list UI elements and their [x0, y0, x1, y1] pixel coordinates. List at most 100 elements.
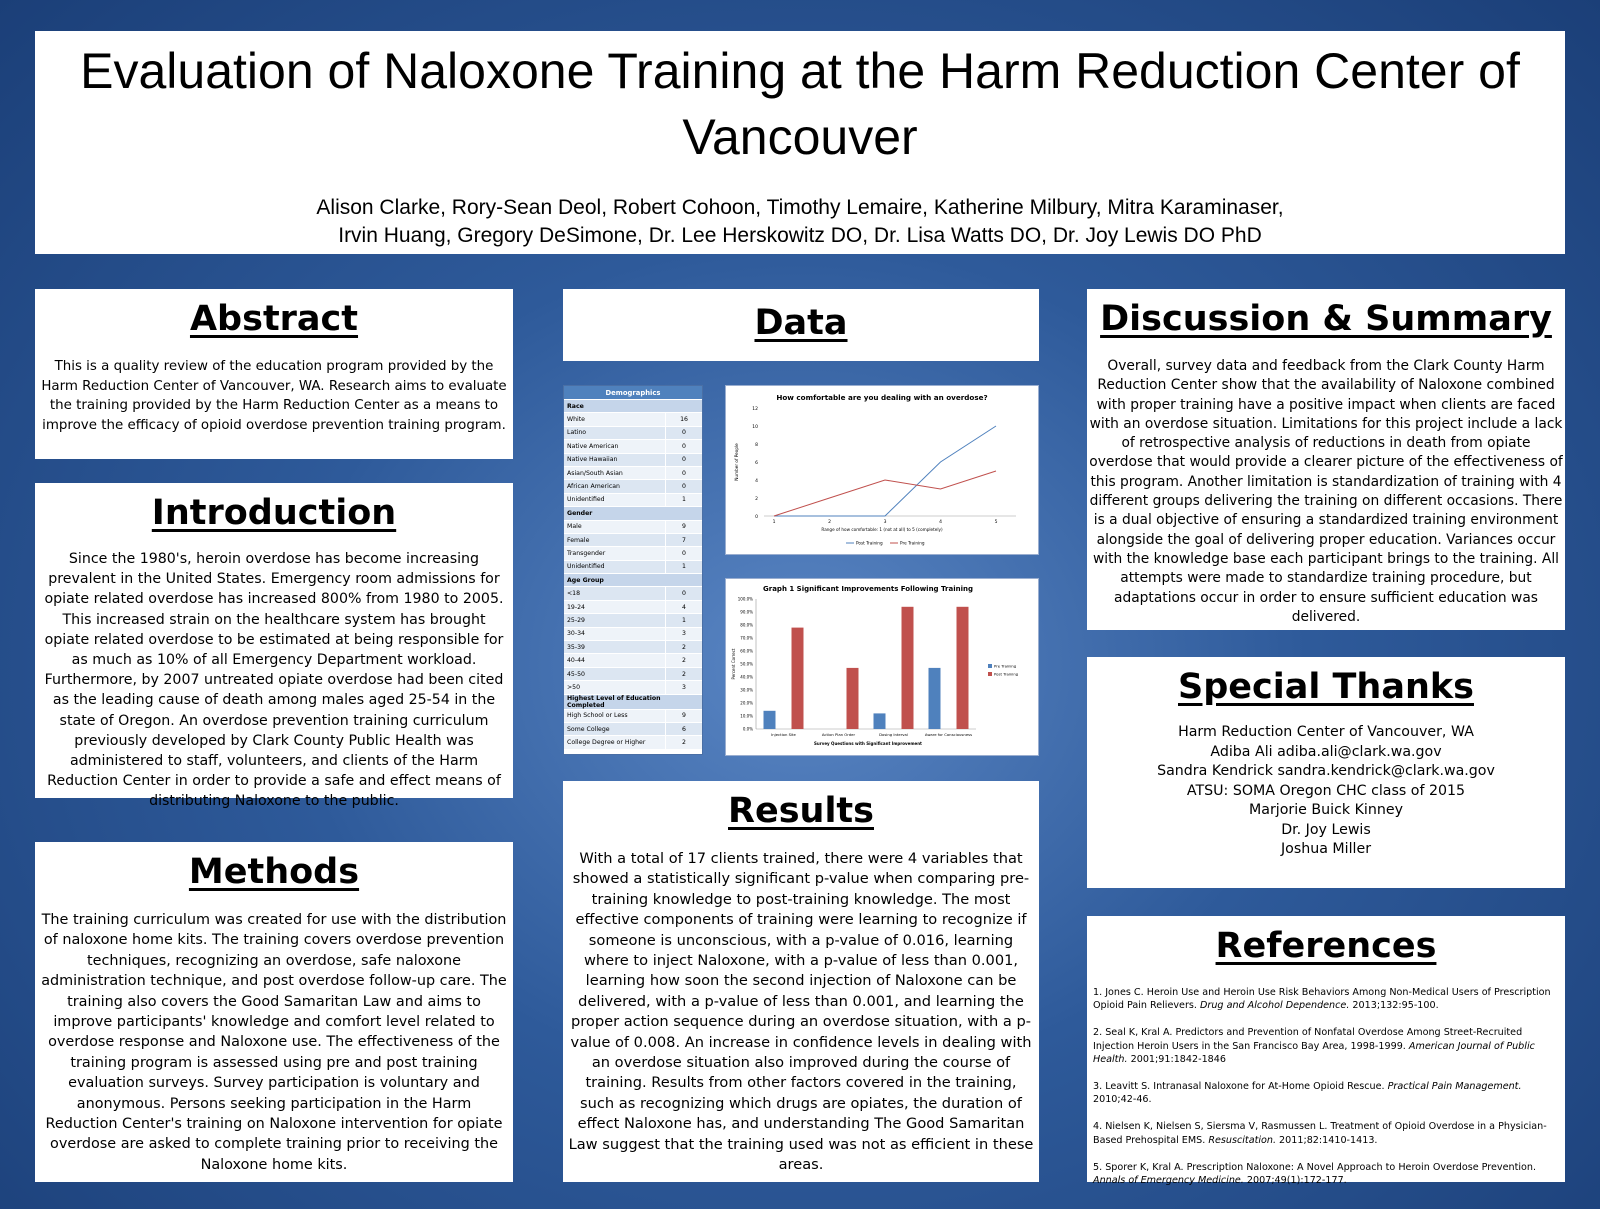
x-tick-label: 2 [828, 519, 831, 525]
improvement-bar-chart-svg: Graph 1 Significant Improvements Followi… [731, 585, 1019, 746]
table-row: High School or Less 9 [564, 708, 702, 723]
demographics-count: 1 [665, 559, 702, 574]
demographics-label: White [564, 412, 666, 427]
demographics-group-label: Age Group [564, 573, 702, 587]
bar [901, 606, 914, 729]
methods-panel: Methods The training curriculum was crea… [35, 842, 513, 1182]
demographics-label: 45-50 [564, 666, 666, 681]
table-row: >50 3 [564, 680, 702, 695]
y-tick-label: 2 [755, 496, 758, 502]
y-axis-label: Percent Correct [731, 648, 736, 679]
reference-journal: Resuscitation. [1208, 1134, 1276, 1146]
legend-label: Post Training [994, 672, 1019, 677]
thanks-line: Sandra Kendrick sandra.kendrick@clark.wa… [1157, 763, 1495, 779]
data-panel: Data [563, 289, 1039, 361]
table-row: College Degree or Higher 2 [564, 735, 702, 749]
introduction-heading: Introduction [151, 493, 397, 533]
table-row: 30-34 3 [564, 626, 702, 641]
thanks-line: Joshua Miller [1280, 841, 1372, 857]
results-text: With a total of 17 clients trained, ther… [568, 850, 1034, 1174]
demographics-group-label: Highest Level of Education Completed [564, 693, 702, 710]
demographics-count: 1 [665, 613, 702, 628]
methods-text: The training curriculum was created for … [41, 912, 507, 1173]
bar [873, 713, 886, 729]
discussion-heading: Discussion & Summary [1100, 299, 1552, 339]
y-tick-label: 50.0% [740, 662, 753, 667]
demographics-count: 2 [665, 735, 702, 749]
abstract-text: This is a quality review of the educatio… [41, 359, 507, 433]
reference-journal: Practical Pain Management. [1387, 1081, 1522, 1093]
x-tick-label: 4 [939, 519, 942, 525]
reference-journal: Annals of Emergency Medicine. [1093, 1175, 1244, 1187]
x-tick-label: 3 [884, 519, 887, 525]
table-row: White 16 [564, 412, 702, 427]
demographics-group-row: Gender [564, 506, 702, 521]
legend-swatch [988, 664, 992, 668]
demographics-count: 0 [665, 465, 702, 480]
legend-label: Pre Training [900, 541, 925, 546]
demographics-label: High School or Less [564, 708, 666, 723]
y-tick-label: 80.0% [740, 623, 753, 628]
demographics-label: Unidentified [564, 492, 666, 507]
reference-item: 5. Sporer K, Kral A. Prescription Naloxo… [1093, 1161, 1536, 1187]
y-tick-label: 12 [752, 406, 758, 412]
table-row: 45-50 2 [564, 666, 702, 681]
x-tick-label: Dosing Interval [879, 732, 908, 737]
bar [791, 627, 804, 729]
demographics-label: Male [564, 519, 666, 534]
abstract-panel: Abstract This is a quality review of the… [35, 289, 513, 459]
demographics-table: Demographics Race White 16 Latino 0 Native Am… [563, 385, 703, 755]
table-row: Unidentified 1 [564, 559, 702, 574]
y-tick-label: 0 [755, 514, 758, 520]
demographics-label: Unidentified [564, 559, 666, 574]
special-thanks-list: Harm Reduction Center of Vancouver, WA A… [1087, 723, 1565, 860]
legend-swatch [988, 672, 992, 676]
reference-journal: American Journal of Public Health. [1093, 1040, 1535, 1065]
authors-line-2: Irvin Huang, Gregory DeSimone, Dr. Lee H… [338, 224, 1262, 247]
demographics-count: 4 [665, 599, 702, 614]
demographics-label: Native Hawaiian [564, 452, 666, 467]
methods-heading: Methods [188, 852, 360, 892]
demographics-label: 40-44 [564, 653, 666, 668]
demographics-count: 9 [665, 708, 702, 723]
demographics-count: 2 [665, 640, 702, 654]
introduction-panel: Introduction Since the 1980's, heroin ov… [35, 483, 513, 809]
chart-title: How comfortable are you dealing with an … [776, 393, 987, 402]
abstract-heading: Abstract [189, 299, 359, 339]
demographics-group-row: Highest Level of Education Completed [564, 693, 702, 710]
demographics-count: 9 [665, 519, 702, 534]
y-axis-label: Number of People [734, 443, 739, 481]
x-tick-label: 1 [773, 519, 776, 525]
chart-title: Graph 1 Significant Improvements Followi… [763, 585, 973, 593]
table-row: Male 9 [564, 519, 702, 534]
x-tick-label: Injection Site [771, 732, 796, 737]
y-tick-label: 6 [755, 460, 758, 466]
x-tick-label: 5 [995, 519, 998, 525]
y-tick-label: 20.0% [740, 701, 753, 706]
demographics-count: 3 [665, 680, 702, 695]
demographics-count: 2 [665, 653, 702, 668]
demographics-count: 16 [665, 412, 702, 427]
reference-item: 1. Jones C. Heroin Use and Heroin Use Ri… [1093, 987, 1551, 1012]
demographics-count: 0 [665, 546, 702, 561]
thanks-line: Marjorie Buick Kinney [1249, 802, 1403, 818]
legend-label: Pre Training [994, 664, 1017, 669]
demographics-label: Female [564, 532, 666, 547]
demographics-count: 0 [665, 479, 702, 494]
x-axis-label: Range of how comfortable: 1 (not at all)… [821, 527, 943, 532]
legend-label: Post Training [856, 541, 883, 546]
series-line [773, 470, 997, 517]
bar [846, 667, 859, 729]
demographics-header: Demographics [564, 386, 702, 400]
discussion-text: Overall, survey data and feedback from t… [1089, 358, 1563, 625]
x-axis-label: Survey Questions with Significant Improv… [814, 741, 922, 746]
demographics-label: Some College [564, 721, 666, 736]
demographics-label: Asian/South Asian [564, 465, 666, 480]
special-thanks-heading: Special Thanks [1178, 667, 1474, 707]
table-row: Transgender 0 [564, 546, 702, 561]
demographics-group-label: Gender [564, 506, 702, 521]
series-line [774, 425, 997, 517]
improvement-bar-chart: Graph 1 Significant Improvements Followi… [725, 578, 1039, 756]
table-row: African American 0 [564, 479, 702, 494]
discussion-panel: Discussion & Summary Overall, survey dat… [1087, 289, 1565, 630]
